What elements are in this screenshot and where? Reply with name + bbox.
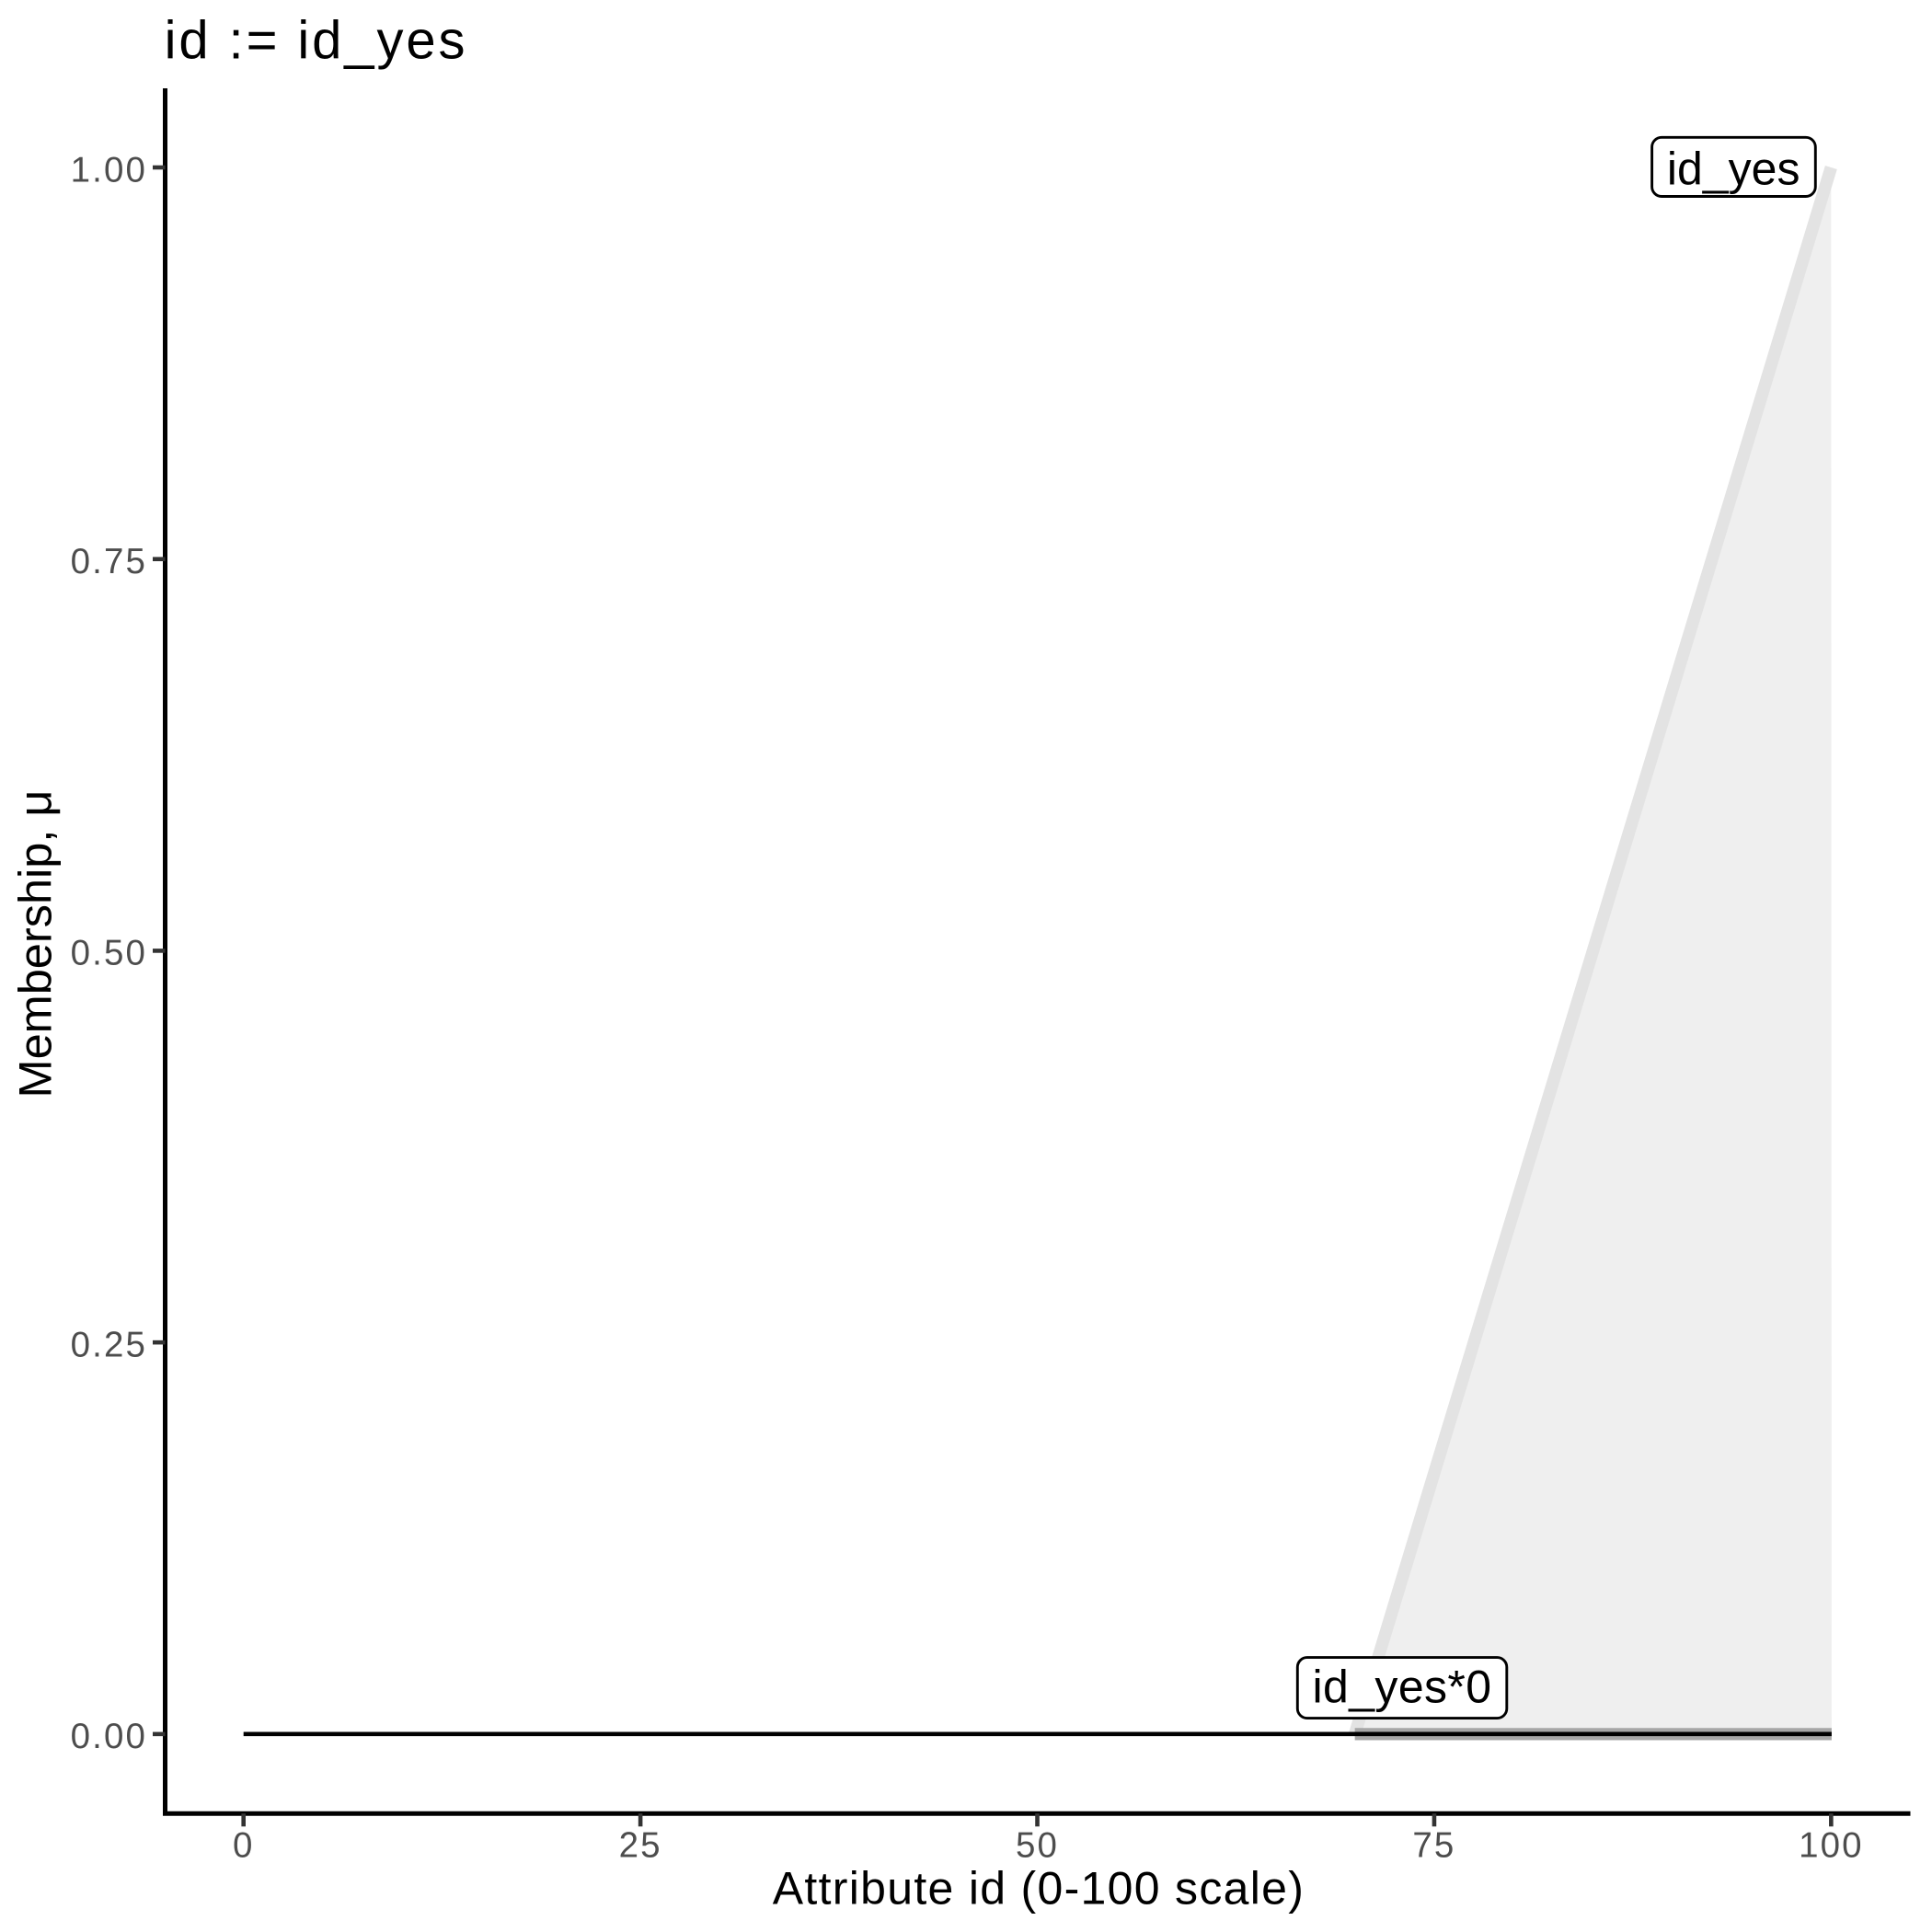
svg-text:25: 25 — [619, 1825, 662, 1865]
svg-text:id_yes: id_yes — [1667, 143, 1800, 194]
svg-text:Attribute id (0-100 scale): Attribute id (0-100 scale) — [773, 1862, 1305, 1914]
svg-text:75: 75 — [1412, 1825, 1455, 1865]
svg-text:100: 100 — [1799, 1825, 1864, 1865]
svg-text:0.75: 0.75 — [71, 542, 147, 581]
svg-text:0.25: 0.25 — [71, 1325, 147, 1364]
svg-text:id := id_yes: id := id_yes — [165, 10, 468, 70]
svg-text:0.50: 0.50 — [71, 934, 147, 973]
svg-text:0: 0 — [233, 1825, 255, 1865]
svg-text:1.00: 1.00 — [71, 150, 147, 190]
svg-text:50: 50 — [1016, 1825, 1059, 1865]
svg-text:id_yes*0: id_yes*0 — [1313, 1661, 1492, 1712]
svg-text:0.00: 0.00 — [71, 1717, 147, 1756]
svg-text:Membership, μ: Membership, μ — [9, 789, 62, 1098]
